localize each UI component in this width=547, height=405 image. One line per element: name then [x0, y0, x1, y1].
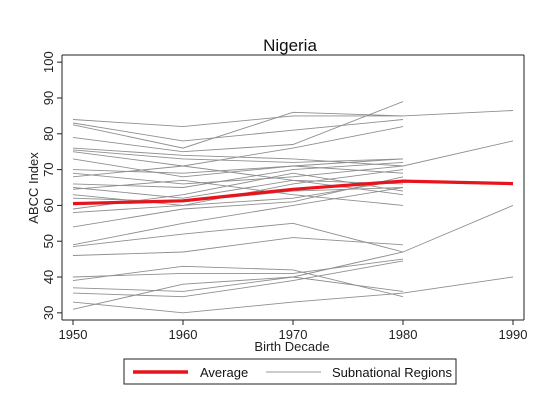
y-tick-label-100: 100: [41, 51, 56, 73]
region-line-26: [72, 260, 404, 298]
region-line-4: [72, 101, 404, 153]
y-tick-label-40: 40: [41, 270, 56, 284]
average-line: [72, 179, 514, 206]
region-line-10: [72, 165, 404, 185]
y-tick-label-50: 50: [41, 234, 56, 248]
y-tick-label-70: 70: [41, 162, 56, 176]
axes-layer: 30 40 50 60 70 80 90 100 1950 1960 1970 1980 1990: [41, 51, 527, 342]
y-tick-label-80: 80: [41, 127, 56, 141]
region-line-8: [72, 158, 404, 178]
region-line-22: [72, 237, 404, 256]
y-tick-label-30: 30: [41, 306, 56, 320]
region-line-1: [72, 115, 403, 128]
x-tick-label-1980: 1980: [389, 327, 418, 342]
region-line-23: [72, 258, 404, 278]
region-line-5: [72, 140, 514, 167]
region-line-6: [72, 149, 404, 163]
region-line-7: [72, 126, 404, 167]
chart-title: Nigeria: [263, 36, 317, 55]
region-line-24: [72, 265, 404, 298]
x-tick-label-1970: 1970: [279, 327, 308, 342]
region-line-20: [72, 187, 404, 246]
region-line-2: [72, 119, 404, 142]
region-line-21: [72, 222, 404, 253]
x-tick-label-1960: 1960: [169, 327, 198, 342]
legend-label-average: Average: [200, 365, 248, 380]
region-line-19: [72, 176, 404, 228]
y-tick-label-90: 90: [41, 91, 56, 105]
region-line-27: [72, 276, 514, 314]
y-tick-label-60: 60: [41, 198, 56, 212]
region-line-3: [72, 110, 514, 149]
plot-area: [62, 55, 524, 320]
legend: Average Subnational Regions: [123, 358, 457, 385]
x-axis-label: Birth Decade: [254, 339, 329, 354]
region-line-14: [72, 179, 404, 206]
region-line-28: [72, 276, 404, 310]
region-line-12: [72, 161, 404, 188]
y-axis-label: ABCC Index: [26, 152, 41, 224]
average-layer: [72, 179, 514, 206]
region-line-13: [72, 179, 404, 199]
x-tick-label-1990: 1990: [499, 327, 528, 342]
x-tick-label-1950: 1950: [59, 327, 88, 342]
legend-label-regions: Subnational Regions: [332, 365, 452, 380]
